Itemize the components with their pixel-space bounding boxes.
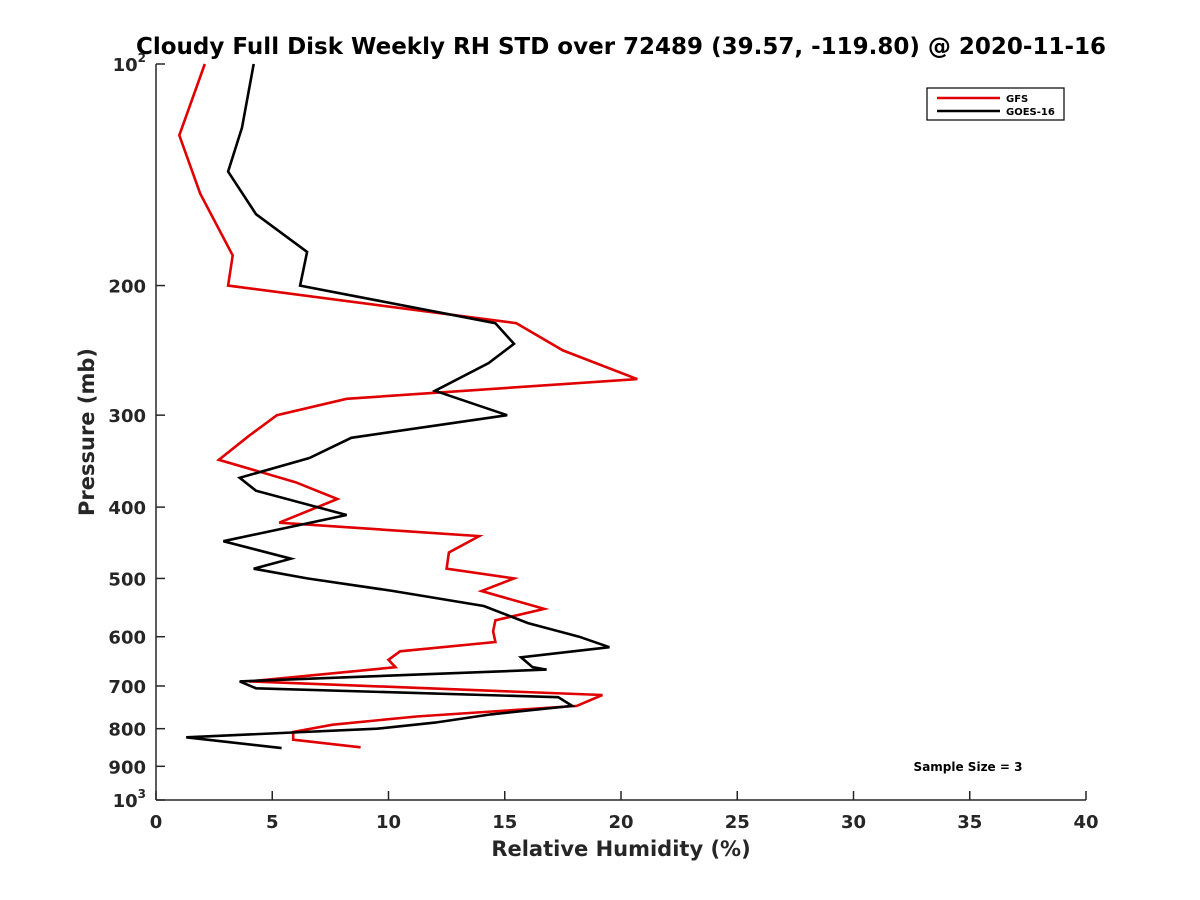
y-tick-label-exponent: 3: [138, 787, 146, 801]
series-line-gfs: [177, 63, 638, 749]
y-tick-label-base: 900: [108, 757, 146, 778]
legend-label: GFS: [1006, 94, 1028, 105]
y-tick-label: 800: [108, 720, 146, 741]
y-tick-label: 103: [113, 787, 146, 812]
x-tick-label: 5: [266, 812, 279, 833]
series-lines: [177, 63, 638, 750]
x-tick-label: 25: [725, 812, 750, 833]
x-tick-label: 40: [1073, 812, 1098, 833]
y-tick-label: 400: [108, 498, 146, 519]
x-axis-label: Relative Humidity (%): [491, 837, 750, 861]
y-tick-label-base: 10: [113, 791, 138, 812]
y-tick-label: 900: [108, 757, 146, 778]
x-tick-label: 30: [841, 812, 866, 833]
legend-label: GOES-16: [1006, 107, 1055, 118]
y-tick-label-base: 200: [108, 277, 146, 298]
sample-size-annotation: Sample Size = 3: [914, 760, 1023, 774]
y-tick-label-base: 500: [108, 569, 146, 590]
y-tick-label-base: 800: [108, 720, 146, 741]
legend: GFS GOES-16: [926, 87, 1065, 121]
x-axis-ticks: 0 5 10 15 20 25 30 35 40: [150, 791, 1099, 833]
y-tick-label: 300: [108, 406, 146, 427]
y-axis-label: Pressure (mb): [75, 348, 99, 516]
x-tick-label: 0: [150, 812, 163, 833]
y-tick-label: 600: [108, 628, 146, 649]
chart-title: Cloudy Full Disk Weekly RH STD over 7248…: [136, 34, 1106, 60]
x-tick-label: 35: [957, 812, 982, 833]
y-tick-label-base: 700: [108, 677, 146, 698]
legend-box: [926, 87, 1065, 121]
y-tick-label-exponent: 2: [138, 51, 146, 65]
y-tick-label-base: 400: [108, 498, 146, 519]
y-tick-label-base: 10: [113, 55, 138, 76]
y-tick-label: 700: [108, 677, 146, 698]
x-tick-label: 10: [376, 812, 401, 833]
x-tick-label: 20: [608, 812, 633, 833]
y-tick-label-base: 300: [108, 406, 146, 427]
series-line-goes-16: [186, 63, 610, 750]
x-tick-label: 15: [492, 812, 517, 833]
y-tick-label: 500: [108, 569, 146, 590]
y-tick-label-base: 600: [108, 628, 146, 649]
y-tick-label: 102: [113, 51, 146, 76]
y-tick-label: 200: [108, 277, 146, 298]
